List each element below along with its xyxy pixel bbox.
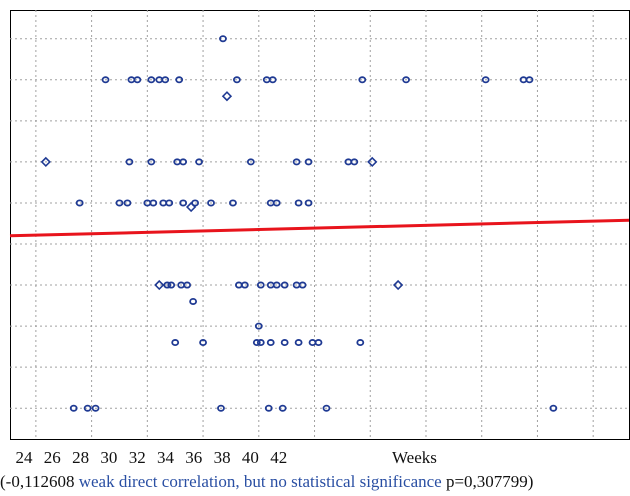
data-point [83, 404, 92, 412]
data-point [294, 339, 303, 347]
data-point [189, 297, 198, 305]
data-point [240, 281, 249, 289]
data-point-diamond [154, 279, 165, 291]
data-point [179, 199, 188, 207]
x-tick-label: 24 [15, 448, 33, 467]
data-point [183, 281, 192, 289]
x-tick-label: 34 [157, 448, 174, 467]
data-point [272, 199, 281, 207]
data-point [219, 35, 227, 43]
data-point [199, 339, 207, 347]
data-point-diamond [40, 156, 51, 168]
data-point [481, 76, 490, 84]
data-point [171, 339, 180, 347]
x-tick-label: 36 [185, 448, 203, 467]
x-tick-label: 28 [72, 448, 90, 467]
data-point [402, 76, 410, 84]
scatter-chart [9, 10, 630, 440]
data-point-diamond [367, 156, 378, 168]
data-point [246, 158, 255, 166]
data-point [123, 199, 132, 207]
data-point [133, 76, 142, 84]
x-tick-label: 30 [100, 448, 118, 467]
x-tick-label: 32 [128, 448, 146, 467]
data-point [75, 199, 84, 207]
data-point [207, 199, 215, 207]
data-point [304, 199, 313, 207]
trend-line [9, 218, 630, 238]
x-tick-label: 26 [43, 448, 61, 467]
data-point-diamond [185, 201, 197, 213]
data-point [314, 339, 323, 347]
data-point [304, 158, 313, 166]
plot-frame [10, 10, 630, 440]
data-point [175, 76, 184, 84]
data-point [217, 404, 225, 412]
data-point-diamond [221, 91, 233, 102]
x-axis-unit-label: Weeks [392, 448, 437, 467]
data-point [280, 339, 289, 347]
data-point [229, 199, 237, 207]
data-points [40, 35, 558, 412]
x-tick-label: 38 [213, 448, 231, 467]
data-point [161, 76, 170, 84]
data-point [233, 76, 241, 84]
data-point [147, 158, 156, 166]
data-point [179, 158, 188, 166]
data-point [278, 404, 287, 412]
data-point [266, 339, 275, 347]
data-point [256, 339, 265, 347]
correlation-caption: (-0,112608 weak direct correlation, but … [0, 472, 630, 492]
data-point [125, 158, 134, 166]
data-point [91, 404, 100, 412]
data-point [254, 322, 263, 330]
data-point [115, 199, 124, 207]
data-point [294, 199, 303, 207]
trend-line-group [9, 218, 630, 238]
data-point [165, 199, 174, 207]
correlation-description: weak direct correlation, but no statisti… [78, 472, 442, 491]
x-tick-label: 40 [241, 448, 259, 467]
data-point [268, 76, 277, 84]
data-point [69, 404, 78, 412]
data-point [525, 76, 534, 84]
data-point [252, 339, 261, 347]
data-point [280, 281, 289, 289]
data-point [149, 199, 158, 207]
data-point [350, 158, 359, 166]
data-point [256, 281, 265, 289]
data-point [167, 281, 176, 289]
data-point [549, 404, 558, 412]
data-point [195, 158, 203, 166]
p-value: p=0,307799) [441, 472, 534, 491]
data-point [147, 76, 156, 84]
x-tick-label: 42 [270, 448, 288, 467]
data-point [101, 76, 110, 84]
data-point [322, 404, 331, 412]
correlation-coefficient: (-0,112608 [0, 472, 79, 491]
data-point [356, 339, 365, 347]
data-point-diamond [392, 279, 404, 291]
data-point [358, 76, 367, 84]
data-point [272, 281, 281, 289]
data-point [264, 404, 273, 412]
data-point [292, 158, 301, 166]
data-point [298, 281, 307, 289]
